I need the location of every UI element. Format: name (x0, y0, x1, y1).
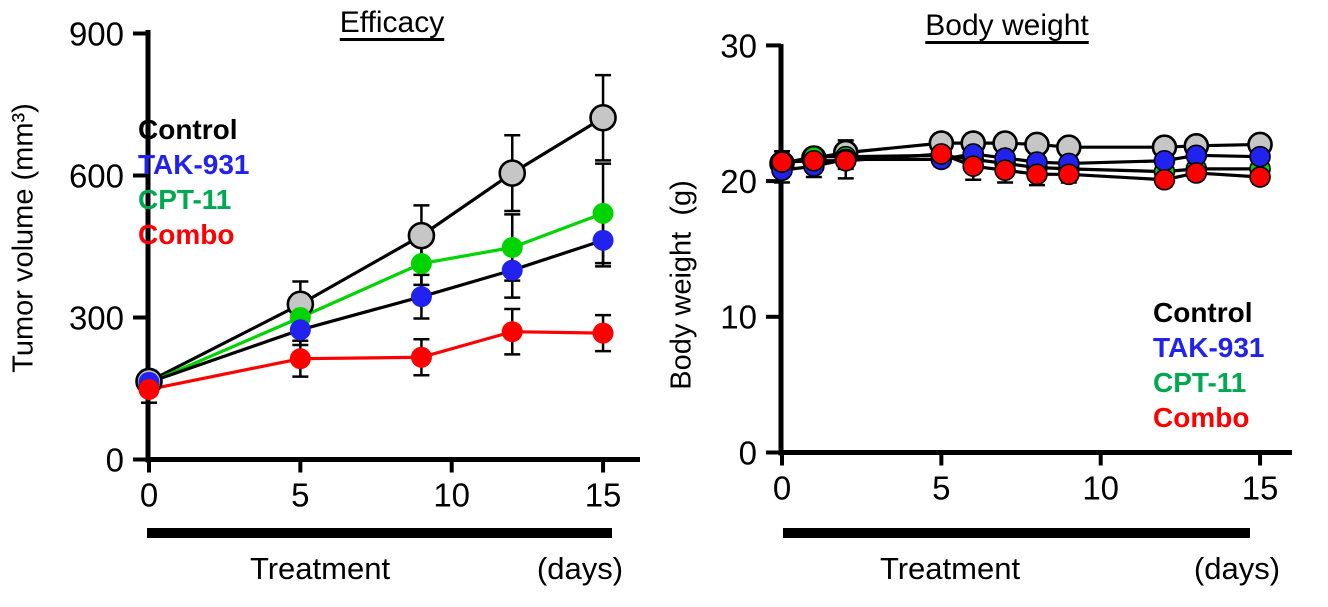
data-point-control (498, 159, 527, 187)
series-line-combo (148, 330, 604, 392)
data-point-tak-931 (410, 286, 432, 308)
data-point-combo (1153, 168, 1176, 191)
bodyweight-chart-panel: 0 10 20 30 0 5 10 15 Body weight Body weight (g… (664, 0, 1328, 607)
data-point-combo (1185, 162, 1208, 184)
legend-item-cpt-11: CPT-11 (138, 184, 232, 215)
svg-text:15: 15 (1242, 470, 1279, 507)
svg-text:10: 10 (433, 477, 470, 514)
data-point-combo (1026, 163, 1048, 186)
data-point-combo (138, 378, 160, 400)
treatment-label: Treatment (249, 551, 391, 586)
efficacy-legend: Control TAK-931 CPT-11 Combo (138, 112, 250, 252)
svg-text:10: 10 (720, 299, 757, 336)
legend-item-combo: Combo (1153, 402, 1250, 433)
data-point-cpt-11 (592, 202, 614, 224)
svg-text:0: 0 (773, 470, 791, 507)
days-unit-label: (days) (536, 551, 624, 586)
legend-item-tak-931: TAK-931 (1153, 332, 1265, 363)
bodyweight-axis-label: Body weight (g) (665, 180, 698, 390)
bodyweight-chart: 0 10 20 30 0 5 10 15 (720, 27, 1292, 538)
data-point-combo (289, 348, 311, 370)
legend-item-control: Control (1153, 297, 1253, 328)
svg-text:10: 10 (1082, 470, 1119, 507)
data-point-combo (834, 149, 857, 172)
svg-text:0: 0 (106, 441, 124, 478)
svg-text:300: 300 (69, 299, 124, 336)
data-point-combo (771, 151, 793, 173)
data-point-combo (930, 143, 953, 165)
data-point-combo (501, 321, 523, 343)
treatment-duration-bar (147, 528, 612, 538)
data-point-combo (1249, 166, 1271, 188)
data-point-combo (410, 346, 432, 368)
legend-item-tak-931: TAK-931 (138, 149, 250, 180)
legend-item-combo: Combo (138, 219, 235, 250)
data-point-combo (803, 149, 825, 172)
bodyweight-legend: Control TAK-931 CPT-11 Combo (1153, 295, 1265, 435)
treatment-label: Treatment (879, 551, 1021, 586)
legend-item-control: Control (138, 114, 238, 145)
data-point-cpt-11 (410, 253, 432, 275)
data-point-tak-931 (1249, 145, 1271, 168)
efficacy-chart: 0 300 600 900 0 5 10 15 (69, 15, 640, 538)
svg-text:600: 600 (69, 157, 124, 194)
data-point-combo (994, 159, 1016, 182)
efficacy-title: Efficacy (339, 6, 445, 39)
tumor-volume-axis-label: Tumor volume (mm³) (7, 103, 40, 373)
data-point-tak-931 (1153, 149, 1176, 172)
data-point-tak-931 (592, 229, 614, 251)
data-point-cpt-11 (501, 236, 523, 258)
svg-text:20: 20 (720, 163, 757, 200)
svg-text:15: 15 (585, 477, 622, 514)
data-point-combo (592, 322, 614, 344)
data-point-control (589, 103, 617, 132)
svg-text:5: 5 (932, 470, 950, 507)
bodyweight-title: Body weight (925, 9, 1089, 42)
svg-text:0: 0 (739, 434, 757, 471)
data-point-control (407, 221, 436, 250)
data-point-tak-931 (501, 259, 523, 281)
data-point-tak-931 (289, 319, 311, 341)
days-unit-label: (days) (1193, 551, 1281, 586)
data-point-combo (1058, 163, 1080, 186)
svg-text:5: 5 (291, 477, 309, 514)
legend-item-cpt-11: CPT-11 (1153, 367, 1247, 398)
svg-text:900: 900 (69, 15, 124, 52)
efficacy-chart-panel: 0 300 600 900 0 5 10 15 Efficacy Tumor volume (… (7, 6, 640, 586)
data-point-combo (962, 155, 985, 177)
treatment-duration-bar (783, 528, 1250, 538)
svg-text:30: 30 (720, 27, 757, 64)
svg-text:0: 0 (140, 477, 158, 514)
